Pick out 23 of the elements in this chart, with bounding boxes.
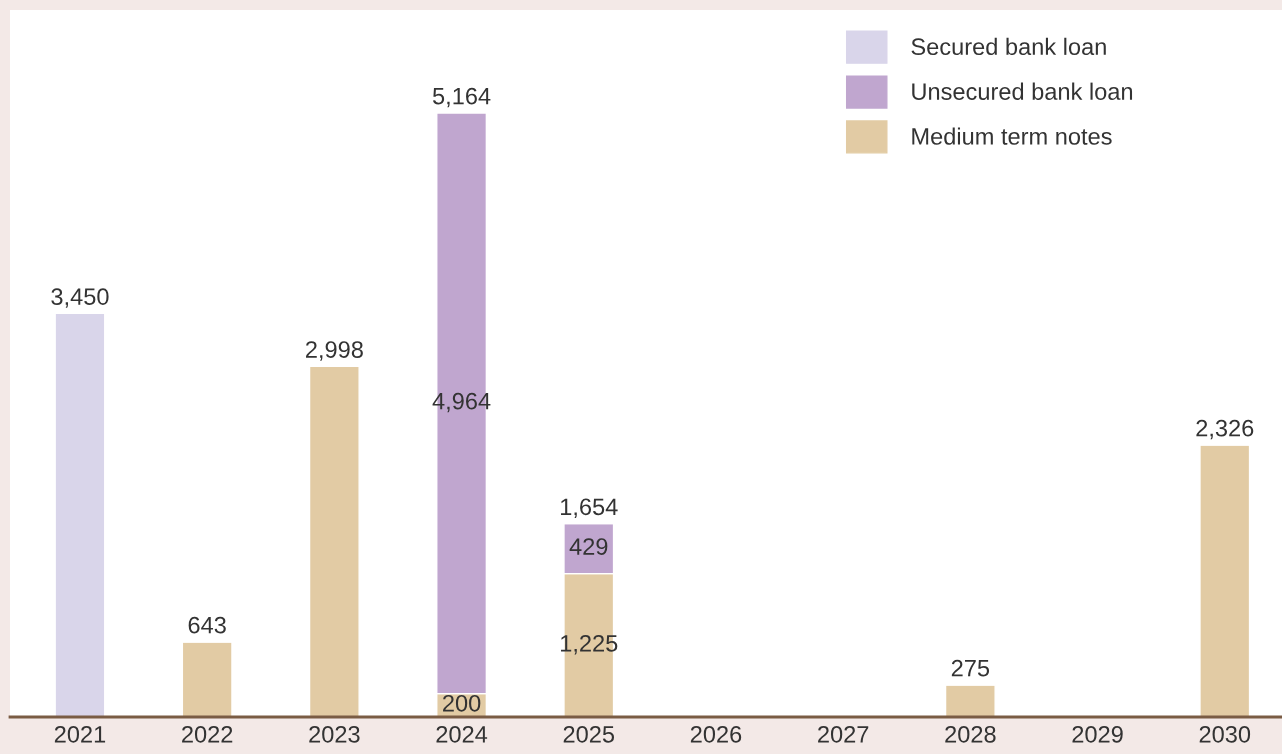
x-tick-label: 2021: [54, 725, 106, 743]
total-label: 5,164: [432, 87, 491, 108]
legend-label: Medium term notes: [912, 127, 1112, 145]
total-label: 2,326: [1196, 419, 1254, 440]
x-tick-label: 2026: [690, 725, 742, 743]
x-tick-label: 2022: [182, 725, 233, 743]
x-tick-label: 2023: [309, 725, 360, 743]
total-label: 2,998: [306, 341, 363, 361]
x-tick-label: 2029: [1072, 725, 1123, 743]
legend-label: Secured bank loan: [911, 37, 1106, 56]
x-tick-label: 2024: [436, 725, 488, 743]
legend-label: Unsecured bank loan: [912, 82, 1133, 100]
data-label: 1,225: [561, 634, 618, 655]
total-label: 3,450: [51, 288, 109, 308]
x-tick-label: 2028: [945, 725, 996, 743]
total-label: 1,654: [561, 498, 618, 518]
total-label: 275: [951, 659, 990, 677]
data-label: 429: [569, 538, 608, 555]
total-label: 643: [188, 616, 226, 634]
x-tick-label: 2025: [563, 725, 615, 743]
data-label: 200: [443, 694, 481, 712]
x-tick-label: 2030: [1199, 725, 1251, 743]
x-tick-label: 2027: [818, 725, 869, 743]
